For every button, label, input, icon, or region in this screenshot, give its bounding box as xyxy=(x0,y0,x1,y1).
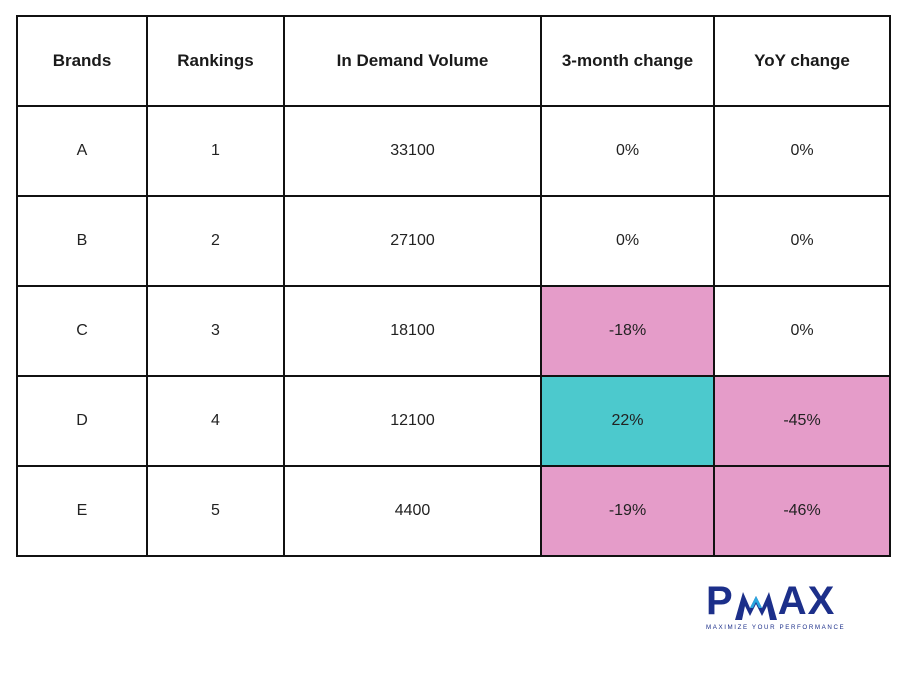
cell-ranking: 5 xyxy=(146,465,285,557)
cell-yoy-change: 0% xyxy=(713,195,891,287)
cell-3-month-change: -19% xyxy=(540,465,715,557)
header-rankings: Rankings xyxy=(146,15,285,107)
table-row: E 5 4400 -19% -46% xyxy=(16,465,891,557)
logo-letters-left: P xyxy=(706,579,734,623)
logo-m-peaks-icon xyxy=(734,592,777,620)
cell-ranking: 2 xyxy=(146,195,285,287)
table-row: B 2 27100 0% 0% xyxy=(16,195,891,287)
cell-volume: 27100 xyxy=(283,195,542,287)
header-yoy-change: YoY change xyxy=(713,15,891,107)
cell-3-month-change: 0% xyxy=(540,105,715,197)
cell-volume: 12100 xyxy=(283,375,542,467)
cell-yoy-change: -46% xyxy=(713,465,891,557)
header-brands: Brands xyxy=(16,15,148,107)
cell-brand: E xyxy=(16,465,148,557)
cell-3-month-change: -18% xyxy=(540,285,715,377)
cell-ranking: 3 xyxy=(146,285,285,377)
cell-ranking: 4 xyxy=(146,375,285,467)
cell-yoy-change: 0% xyxy=(713,285,891,377)
cell-volume: 33100 xyxy=(283,105,542,197)
pmax-logo: P AX MAXIMIZE YOUR PERFORMANCE xyxy=(706,579,846,632)
table-header-row: Brands Rankings In Demand Volume 3-month… xyxy=(16,15,891,107)
cell-yoy-change: -45% xyxy=(713,375,891,467)
logo-letters-right: AX xyxy=(777,579,836,623)
cell-brand: A xyxy=(16,105,148,197)
cell-volume: 4400 xyxy=(283,465,542,557)
table-row: A 1 33100 0% 0% xyxy=(16,105,891,197)
cell-brand: C xyxy=(16,285,148,377)
cell-3-month-change: 0% xyxy=(540,195,715,287)
table-row: C 3 18100 -18% 0% xyxy=(16,285,891,377)
cell-ranking: 1 xyxy=(146,105,285,197)
cell-yoy-change: 0% xyxy=(713,105,891,197)
cell-3-month-change: 22% xyxy=(540,375,715,467)
table-row: D 4 12100 22% -45% xyxy=(16,375,891,467)
brand-demand-table: Brands Rankings In Demand Volume 3-month… xyxy=(16,15,891,557)
header-in-demand-volume: In Demand Volume xyxy=(283,15,542,107)
cell-brand: B xyxy=(16,195,148,287)
logo-tagline: MAXIMIZE YOUR PERFORMANCE xyxy=(706,624,846,631)
cell-volume: 18100 xyxy=(283,285,542,377)
cell-brand: D xyxy=(16,375,148,467)
logo-wordmark: P AX xyxy=(706,579,846,623)
header-3-month-change: 3-month change xyxy=(540,15,715,107)
